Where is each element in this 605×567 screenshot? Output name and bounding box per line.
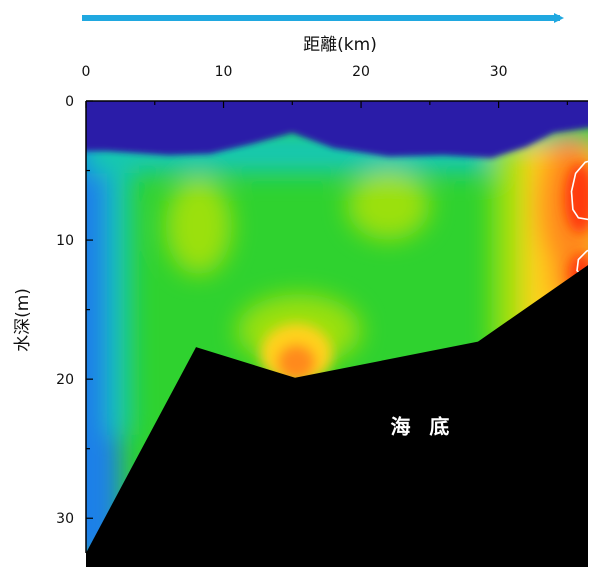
field-detail-layer (260, 163, 588, 385)
x-tick-label: 30 (490, 64, 508, 80)
y-tick-label: 30 (56, 511, 74, 527)
x-tick-label: 20 (352, 64, 370, 80)
axes: 0 10 20 30 0 10 20 30 (56, 64, 588, 553)
seabed-polygon (86, 265, 588, 567)
y-tick-label: 0 (65, 94, 74, 110)
field-core (564, 163, 588, 234)
field-core (277, 344, 316, 381)
x-axis-title: 距離(km) (303, 35, 377, 55)
x-tick-label: 0 (82, 64, 91, 80)
seabed-label: 海 底 (390, 414, 455, 438)
y-tick-label: 20 (56, 372, 74, 388)
field-patch (165, 177, 232, 275)
y-axis-title: 水深(m) (13, 288, 33, 352)
field-surface-water (86, 101, 588, 159)
heatmap-field (86, 101, 588, 553)
field-left-transition (108, 156, 132, 435)
isotherm-contour (570, 160, 588, 221)
field-surface-layer (86, 101, 588, 159)
field-patch (347, 170, 430, 241)
y-tick-label: 10 (56, 233, 74, 249)
x-tick-label: 10 (215, 64, 233, 80)
